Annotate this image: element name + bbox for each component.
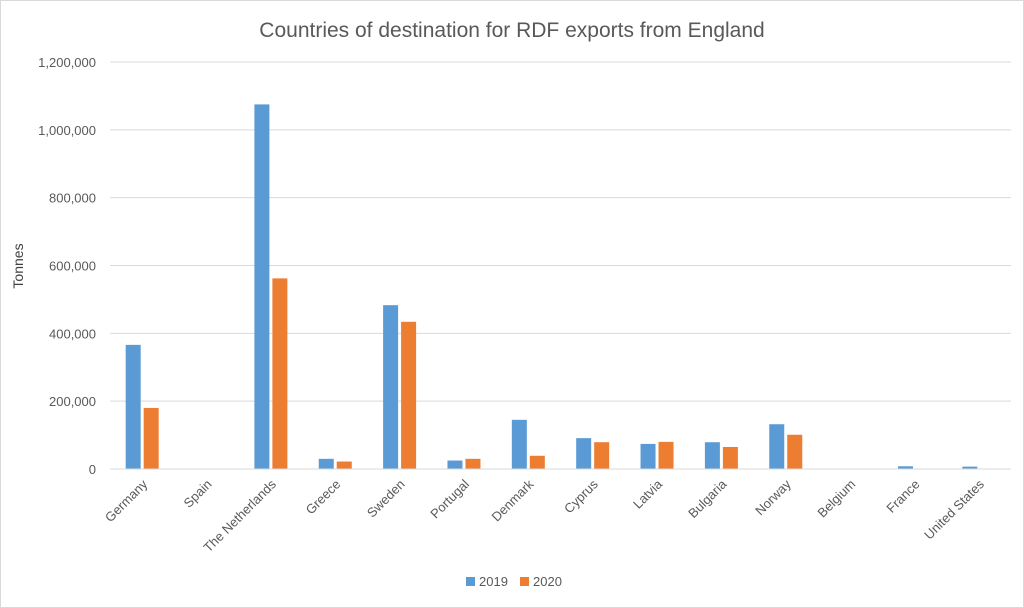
y-tick-label: 600,000	[49, 259, 96, 274]
bar-2020	[658, 441, 674, 469]
x-tick-label: Spain	[181, 477, 215, 511]
y-tick-label: 200,000	[49, 394, 96, 409]
y-tick-label: 0	[89, 462, 96, 477]
legend-label: 2020	[533, 574, 562, 589]
bar-2019	[962, 466, 978, 469]
y-tick-label: 400,000	[49, 326, 96, 341]
x-tick-label: Belgium	[814, 477, 858, 521]
bar-2019	[704, 442, 720, 469]
bar-2020	[465, 458, 481, 469]
bar-2019	[383, 305, 399, 469]
x-tick-label: United States	[921, 476, 987, 542]
bar-2020	[401, 321, 417, 469]
legend-swatch	[466, 577, 475, 586]
bar-2019	[511, 419, 527, 469]
bar-2019	[769, 424, 785, 469]
y-axis-ticks: 0 200,000 400,000 600,000 800,000 1,000,000 1,…	[38, 55, 96, 477]
bar-2020	[336, 461, 352, 469]
x-tick-label: Cyprus	[561, 476, 601, 516]
y-tick-label: 1,200,000	[38, 55, 96, 70]
bar-2019	[254, 104, 270, 469]
bar-2019	[318, 458, 334, 469]
y-tick-label: 1,000,000	[38, 123, 96, 138]
x-tick-label: Denmark	[489, 476, 537, 524]
x-tick-label: Bulgaria	[685, 476, 730, 521]
bar-2020	[594, 442, 610, 469]
bar-2019	[897, 466, 913, 469]
bar-2019	[640, 443, 656, 469]
gridlines	[110, 61, 1011, 402]
legend: 2019 2020	[466, 574, 562, 589]
bar-2019	[447, 460, 463, 469]
x-tick-label: Sweden	[364, 477, 408, 521]
y-axis-title: Tonnes	[10, 243, 26, 288]
x-tick-label: Greece	[303, 477, 344, 518]
legend-label: 2019	[479, 574, 508, 589]
bar-2019	[576, 438, 592, 469]
x-tick-label: Germany	[102, 476, 151, 525]
bar-2020	[143, 407, 159, 469]
bars	[125, 104, 978, 469]
bar-2020	[787, 434, 803, 469]
bar-2020	[722, 446, 738, 469]
bar-2019	[125, 344, 141, 469]
x-tick-label: Norway	[752, 476, 794, 518]
legend-swatch	[520, 577, 529, 586]
bar-2020	[529, 455, 545, 469]
chart-title: Countries of destination for RDF exports…	[259, 19, 764, 42]
y-tick-label: 800,000	[49, 191, 96, 206]
x-tick-label: France	[883, 477, 922, 516]
x-tick-label: Portugal	[427, 476, 472, 521]
bar-2020	[272, 278, 288, 469]
x-tick-label: Latvia	[630, 476, 666, 512]
